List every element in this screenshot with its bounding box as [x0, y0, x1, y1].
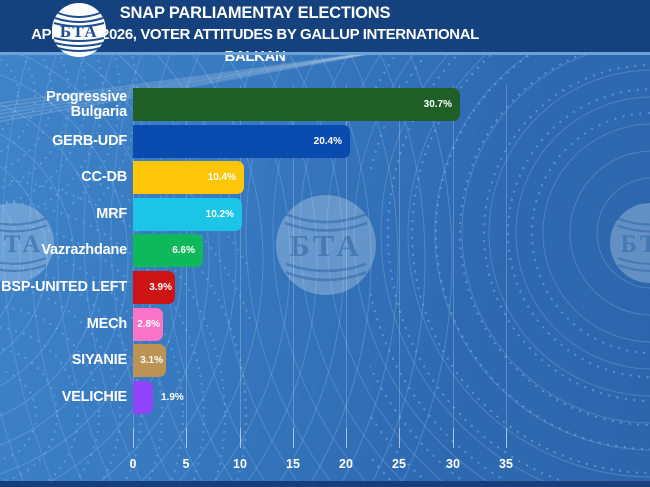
category-label: MRF	[96, 205, 127, 222]
axis-tick	[399, 428, 400, 448]
axis-tick-label: 35	[499, 457, 513, 471]
bar: 10.2%	[133, 197, 242, 231]
svg-text:БТА: БТА	[0, 231, 43, 258]
bar: 10.4%	[133, 161, 244, 195]
bar: 20.4%	[133, 124, 350, 158]
chart-row: Progressive Bulgaria 30.7%	[0, 88, 650, 121]
value-label: 10.4%	[207, 172, 236, 184]
chart-row: GERB-UDF 20.4%	[0, 124, 650, 158]
category-label: GERB-UDF	[52, 132, 127, 149]
value-label: 1.9%	[161, 391, 184, 403]
axis-tick-label: 15	[286, 457, 300, 471]
axis-tick	[133, 428, 134, 448]
svg-text:БТА: БТА	[289, 228, 363, 263]
bta-watermark-globe: БТА	[276, 195, 376, 295]
axis-tick-label: 0	[129, 457, 137, 471]
title-line1: SNAP PARLIAMENTAY ELECTIONS	[119, 4, 391, 22]
chart-row: BSP-UNITED LEFT 3.9%	[0, 270, 650, 304]
bar-rows: Progressive Bulgaria 30.7% GERB-UDF 20.4…	[0, 88, 650, 414]
axis-tick-label: 30	[446, 457, 460, 471]
grid-line	[453, 85, 454, 448]
bar-track: 20.4%	[133, 124, 650, 158]
chart-row: SIYANIE 3.1%	[0, 344, 650, 378]
bar-track: 30.7%	[133, 88, 650, 121]
value-label: 3.1%	[140, 355, 163, 367]
axis-tick-label: 25	[392, 457, 406, 471]
header-divider	[0, 52, 650, 55]
bar: 2.8%	[133, 307, 163, 341]
axis-tick	[186, 428, 187, 448]
bar-track: 1.9%	[133, 380, 650, 414]
bar: 6.6%	[133, 234, 203, 268]
bar-track: 3.9%	[133, 270, 650, 304]
bta-watermark-globe: БТА	[610, 203, 650, 283]
category-label: VELICHIE	[61, 388, 127, 405]
chart-row: Vazrazhdane 6.6%	[0, 234, 650, 268]
grid-line	[293, 85, 294, 448]
grid-line	[240, 85, 241, 448]
bar-track: 10.4%	[133, 161, 650, 195]
background-pattern: БТА БТА БТА	[0, 55, 650, 481]
chart-area: БТА БТА БТА 0 5 10 15 20 25 30 35 Progressive Bul…	[0, 55, 650, 481]
grid-line	[346, 85, 347, 448]
category-label: MECh	[86, 315, 127, 332]
bar-track: 6.6%	[133, 234, 650, 268]
svg-text:БТА: БТА	[621, 231, 650, 258]
value-label: 6.6%	[172, 245, 195, 257]
axis-tick-label: 10	[233, 457, 247, 471]
bta-watermark-globe: БТА	[0, 203, 54, 283]
grid-line	[506, 85, 507, 448]
value-label: 3.9%	[149, 281, 172, 293]
axis-tick-label: 5	[182, 457, 190, 471]
grid-line	[399, 85, 400, 448]
bar	[133, 380, 153, 414]
category-label: CC-DB	[81, 169, 127, 186]
bta-globe-logo: БТА	[52, 3, 106, 57]
category-label: SIYANIE	[71, 352, 127, 369]
value-label: 2.8%	[137, 318, 160, 330]
title-block: SNAP PARLIAMENTAY ELECTIONS APRIL 26, 20…	[0, 3, 510, 68]
chart-row: VELICHIE 1.9%	[0, 380, 650, 414]
category-label: Progressive Bulgaria	[46, 88, 127, 120]
axis-tick	[453, 428, 454, 448]
axis-tick	[346, 428, 347, 448]
chart-row: MECh 2.8%	[0, 307, 650, 341]
value-label: 30.7%	[423, 99, 452, 110]
bar: 30.7%	[133, 88, 460, 121]
footer-strip	[0, 481, 650, 487]
header: SNAP PARLIAMENTAY ELECTIONS APRIL 26, 20…	[0, 0, 650, 65]
category-label: Vazrazhdane	[41, 242, 127, 259]
value-label: 20.4%	[313, 135, 342, 147]
chart-row: CC-DB 10.4%	[0, 161, 650, 195]
bar-track: 3.1%	[133, 344, 650, 378]
axis-tick	[293, 428, 294, 448]
bar: 3.9%	[133, 270, 175, 304]
bar-track: 10.2%	[133, 197, 650, 231]
chart-row: MRF 10.2%	[0, 197, 650, 231]
category-label: BSP-UNITED LEFT	[1, 278, 127, 295]
value-label: 10.2%	[205, 208, 234, 220]
bta-watermarks: БТА БТА БТА	[0, 195, 650, 295]
axis-tick-label: 20	[339, 457, 353, 471]
axis-tick	[506, 428, 507, 448]
bar: 3.1%	[133, 344, 166, 378]
axis-tick	[240, 428, 241, 448]
bar-track: 2.8%	[133, 307, 650, 341]
logo-text: БТА	[60, 22, 98, 41]
